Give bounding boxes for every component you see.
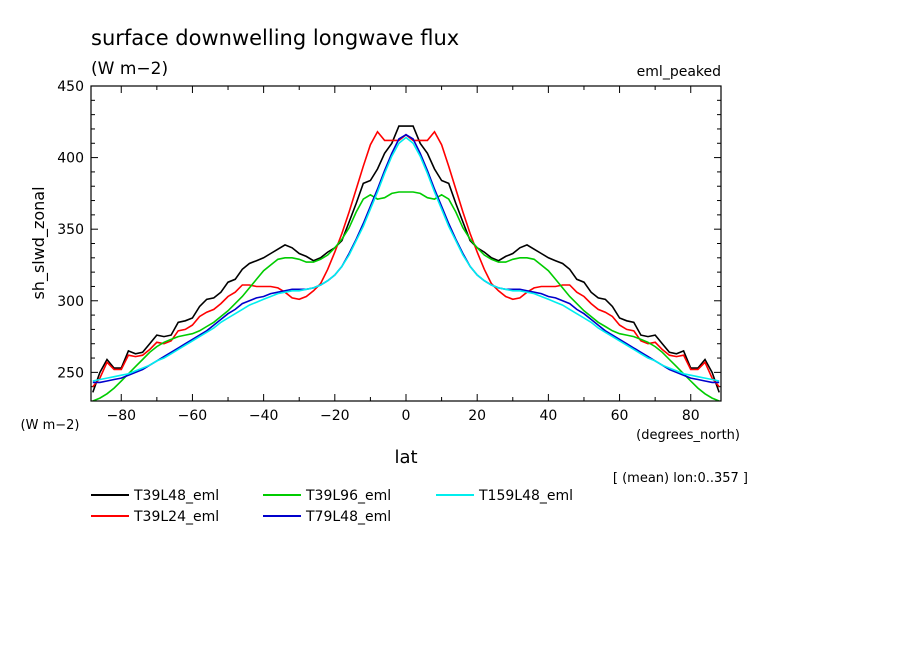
x-tick-label: −60 bbox=[178, 408, 208, 424]
legend-label: T39L48_eml bbox=[133, 488, 219, 504]
x-tick-label: −20 bbox=[320, 408, 350, 424]
legend: T39L48_eml T39L24_eml T39L96_eml T79L48_eml… bbox=[91, 488, 573, 525]
y-tick-label: 250 bbox=[57, 365, 84, 381]
series-line-t159l48-eml bbox=[92, 136, 720, 382]
y-tick-label: 300 bbox=[57, 294, 84, 310]
legend-label: T159L48_eml bbox=[478, 488, 573, 504]
series-line-t39l48-eml bbox=[92, 125, 720, 393]
series-line-t39l96-eml bbox=[92, 191, 720, 401]
y-axis-unit: (W m−2) bbox=[21, 418, 80, 433]
x-tick-label: 40 bbox=[539, 408, 557, 424]
footnote: [ (mean) lon:0..357 ] bbox=[613, 471, 748, 486]
x-tick-label: 80 bbox=[682, 408, 700, 424]
x-axis-label: lat bbox=[394, 447, 417, 468]
chart-title: surface downwelling longwave flux bbox=[91, 26, 459, 50]
x-tick-label: 0 bbox=[402, 408, 411, 424]
x-tick-label: −40 bbox=[249, 408, 279, 424]
legend-label: T39L96_eml bbox=[305, 488, 391, 504]
series-line-t79l48-eml bbox=[92, 133, 720, 384]
x-tick-label: 20 bbox=[468, 408, 486, 424]
x-tick-label: −80 bbox=[106, 408, 136, 424]
y-tick-label: 350 bbox=[57, 222, 84, 238]
legend-label: T39L24_eml bbox=[133, 509, 219, 525]
x-tick-label: 60 bbox=[611, 408, 629, 424]
axis-ticks: −80 −60 −40 −20 0 20 40 60 80 250 300 350 400 450 bbox=[57, 79, 721, 424]
dataset-tag: eml_peaked bbox=[637, 64, 721, 80]
y-axis-label: sh_slwd_zonal bbox=[29, 186, 49, 299]
y-tick-label: 400 bbox=[57, 151, 84, 167]
y-tick-label: 450 bbox=[57, 79, 84, 95]
plot-frame bbox=[90, 85, 722, 402]
legend-label: T79L48_eml bbox=[305, 509, 391, 525]
x-axis-unit: (degrees_north) bbox=[636, 428, 740, 443]
plot-area bbox=[92, 125, 720, 401]
series-line-t39l24-eml bbox=[92, 130, 720, 388]
chart-subtitle-unit: (W m−2) bbox=[91, 59, 168, 79]
